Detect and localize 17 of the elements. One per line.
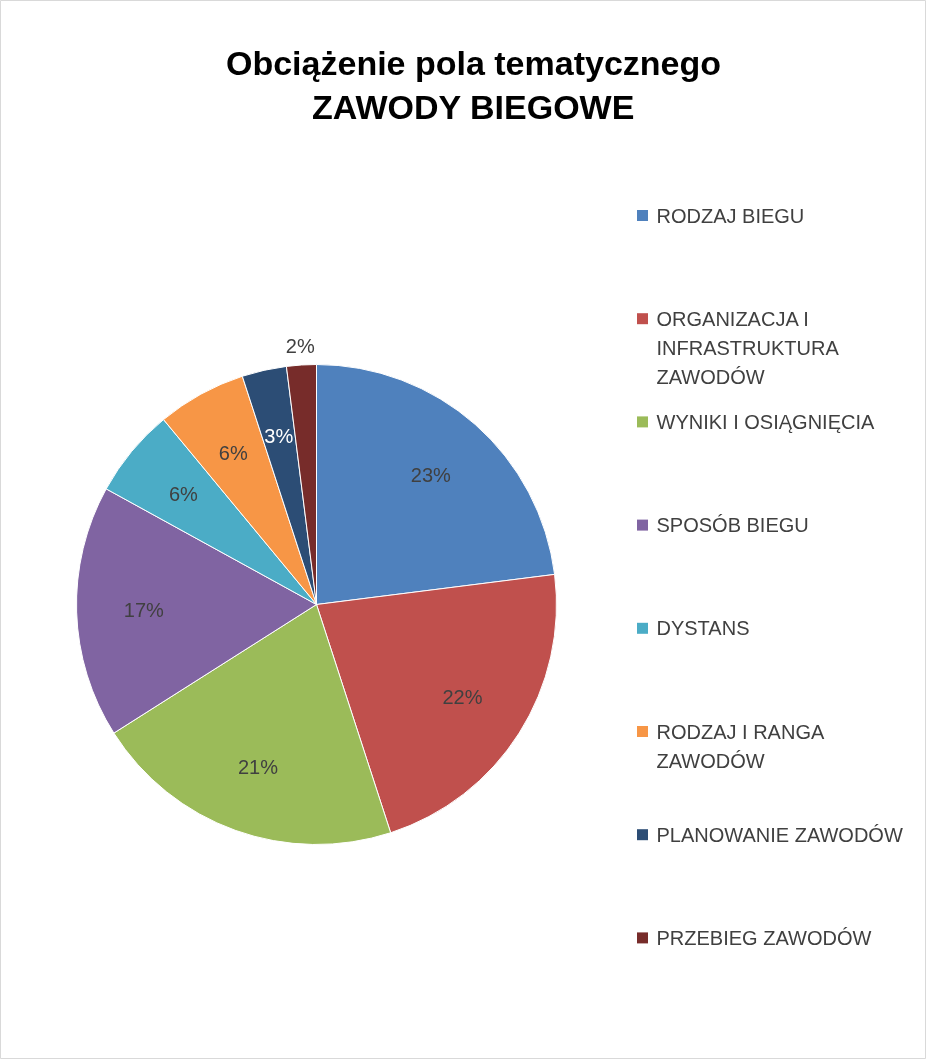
legend-label: PRZEBIEG ZAWODÓW (656, 926, 872, 949)
legend-label: RODZAJ I RANGA ZAWODÓW (656, 720, 825, 772)
data-label: 22% (442, 686, 483, 709)
data-label: 2% (285, 334, 315, 357)
chart-title: Obciążenie pola tematycznego ZAWODY BIEGOWE (225, 43, 722, 126)
data-label: 21% (237, 756, 279, 779)
legend-label: PLANOWANIE ZAWODÓW (656, 823, 903, 846)
data-label: 17% (123, 598, 165, 621)
legend-label: SPOSÓB BIEGU (656, 514, 809, 537)
data-label: 23% (410, 463, 452, 486)
data-label: 3% (264, 424, 294, 447)
legend-label: WYNIKI I OSIĄGNIĘCIA (656, 410, 875, 433)
legend-label: RODZAJ BIEGU (656, 204, 805, 227)
legend-label: ORGANIZACJA I INFRASTRUKTURA ZAWODÓW (656, 307, 840, 388)
data-label: 6% (218, 442, 248, 465)
legend-label: DYSTANS (656, 617, 750, 640)
data-label: 6% (168, 483, 199, 506)
